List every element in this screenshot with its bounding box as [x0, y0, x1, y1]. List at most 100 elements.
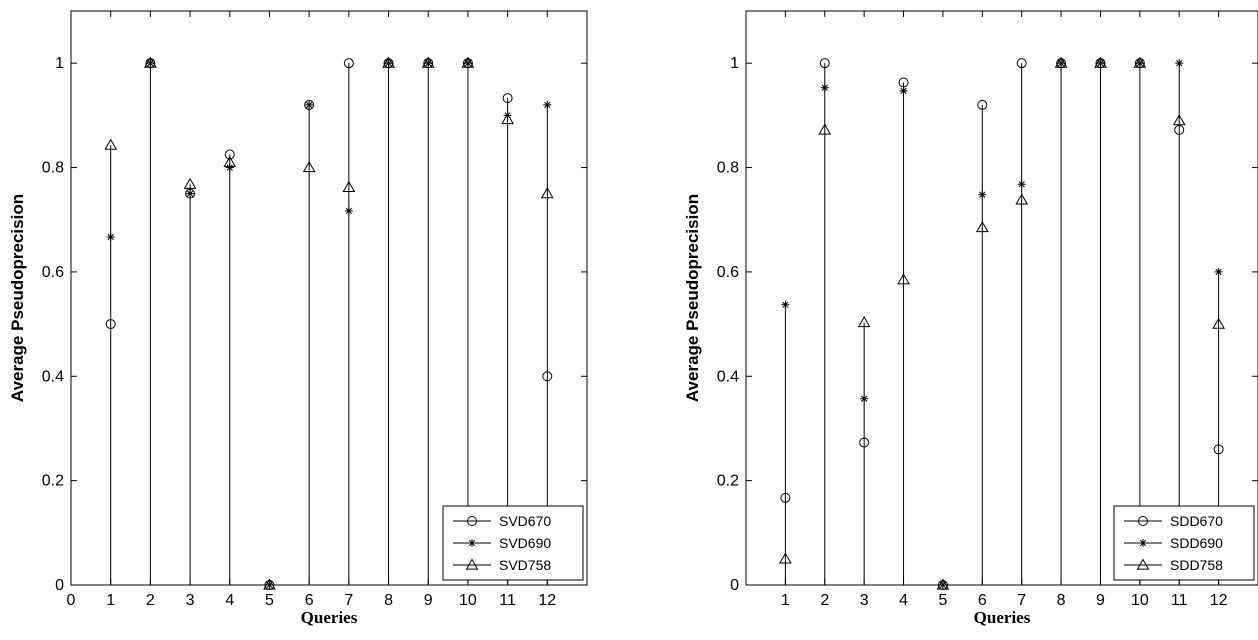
- x-tick-label: 2: [146, 592, 155, 609]
- y-axis-label: Average Pseudoprecision: [8, 194, 27, 402]
- x-tick-label: 8: [384, 592, 393, 609]
- data-point-star: [781, 300, 790, 309]
- data-point-triangle: [104, 138, 118, 150]
- data-point-star: [1057, 59, 1066, 68]
- legend-label: SDD690: [1170, 535, 1223, 551]
- data-point-triangle: [1133, 56, 1147, 68]
- x-tick-label: 9: [424, 592, 433, 609]
- data-point-circle: [859, 437, 870, 448]
- x-tick-label: 11: [1171, 592, 1188, 609]
- x-tick-label: 6: [978, 592, 987, 609]
- data-point-star: [1175, 59, 1184, 68]
- legend-label: SVD670: [499, 513, 551, 529]
- data-point-circle: [977, 99, 988, 110]
- data-point-star: [146, 59, 155, 68]
- x-tick-label: 3: [860, 592, 869, 609]
- legend-marker-circle: [1138, 516, 1148, 526]
- data-point-triangle: [540, 187, 554, 199]
- data-point-triangle: [382, 56, 395, 68]
- x-tick-label: 8: [1057, 592, 1066, 609]
- data-point-triangle: [342, 180, 356, 192]
- series-svd758: [104, 56, 554, 590]
- data-point-circle: [185, 188, 196, 199]
- data-point-star: [1096, 59, 1105, 68]
- data-point-triangle: [223, 155, 237, 167]
- y-tick-label: 0.2: [717, 473, 739, 490]
- data-point-star: [820, 83, 829, 92]
- data-point-triangle: [501, 113, 514, 125]
- data-point-triangle: [302, 161, 316, 173]
- y-tick-label: 1: [55, 55, 64, 72]
- x-tick-label: 12: [538, 592, 556, 609]
- plot-area: [70, 10, 588, 586]
- chart-panel-1: 00.20.40.60.810 1 2 3 4 5 6 7 8 9 10 11 12QueriesAve…: [8, 10, 588, 627]
- data-point-star: [384, 59, 393, 68]
- legend: SVD670 SVD690 SVD758: [442, 505, 584, 581]
- data-point-triangle: [461, 56, 475, 68]
- x-tick-label: 3: [186, 592, 195, 609]
- x-tick-label: 7: [344, 592, 353, 609]
- series-svd690: [106, 59, 552, 589]
- data-point-triangle: [857, 316, 871, 328]
- x-tick-label: 9: [1096, 592, 1105, 609]
- series-sdd690: [781, 59, 1223, 589]
- legend-marker-star: [1139, 539, 1147, 547]
- y-tick-label: 0.8: [42, 160, 64, 177]
- data-point-star: [186, 189, 195, 198]
- data-point-circle: [1213, 444, 1224, 455]
- data-point-triangle: [263, 578, 276, 590]
- data-point-triangle: [779, 552, 792, 564]
- x-tick-label: 6: [305, 592, 314, 609]
- y-tick-label: 0.6: [717, 264, 739, 281]
- data-point-triangle: [421, 56, 435, 68]
- data-point-star: [265, 581, 274, 589]
- data-point-triangle: [1015, 193, 1029, 205]
- data-point-triangle: [1212, 317, 1225, 329]
- data-point-circle: [819, 58, 830, 69]
- data-point-triangle: [936, 578, 950, 590]
- legend: SDD670 SDD690 SDD758: [1113, 505, 1255, 581]
- data-point-star: [860, 394, 869, 403]
- y-tick-label: 0.4: [42, 368, 64, 385]
- data-point-star: [1135, 59, 1144, 68]
- y-tick-label: 0.6: [42, 264, 64, 281]
- data-point-triangle: [1094, 56, 1107, 68]
- data-point-circle: [343, 58, 354, 69]
- x-axis-label: Queries: [301, 608, 358, 627]
- legend-marker-circle: [467, 516, 477, 526]
- legend-label: SDD758: [1170, 557, 1223, 573]
- y-tick-label: 0.8: [717, 160, 739, 177]
- data-point-circle: [542, 371, 553, 382]
- data-point-star: [938, 581, 947, 589]
- data-point-triangle: [1172, 114, 1186, 126]
- data-point-star: [899, 86, 908, 95]
- legend-label: SDD670: [1170, 513, 1223, 529]
- data-point-star: [503, 111, 512, 120]
- x-tick-label: 5: [938, 592, 947, 609]
- data-point-star: [225, 163, 234, 172]
- legend-marker-triangle: [1136, 558, 1150, 570]
- y-tick-label: 0: [730, 577, 739, 594]
- data-point-circle: [502, 93, 513, 104]
- data-point-star: [463, 59, 472, 68]
- data-point-triangle: [897, 273, 910, 285]
- data-point-triangle: [818, 123, 832, 135]
- data-point-star: [344, 206, 353, 215]
- legend-label: SVD690: [499, 535, 551, 551]
- y-tick-label: 0.2: [42, 473, 64, 490]
- legend-marker-triangle: [465, 558, 479, 570]
- y-tick-label: 0.4: [717, 368, 739, 385]
- y-tick-label: 1: [730, 55, 739, 72]
- x-tick-label: 10: [1131, 592, 1149, 609]
- x-tick-label: 5: [265, 592, 274, 609]
- data-point-triangle: [1054, 56, 1068, 68]
- y-axis-label: Average Pseudoprecision: [683, 194, 702, 402]
- x-tick-label: 2: [820, 592, 829, 609]
- plot-area: [745, 10, 1258, 586]
- chart-panel-2: 00.20.40.60.811 2 3 4 5 6 7 8 9 10 11 12QueriesAver…: [683, 10, 1258, 627]
- x-tick-label: 7: [1017, 592, 1026, 609]
- data-point-star: [424, 59, 433, 68]
- y-tick-label: 0: [55, 577, 64, 594]
- data-point-triangle: [144, 56, 157, 68]
